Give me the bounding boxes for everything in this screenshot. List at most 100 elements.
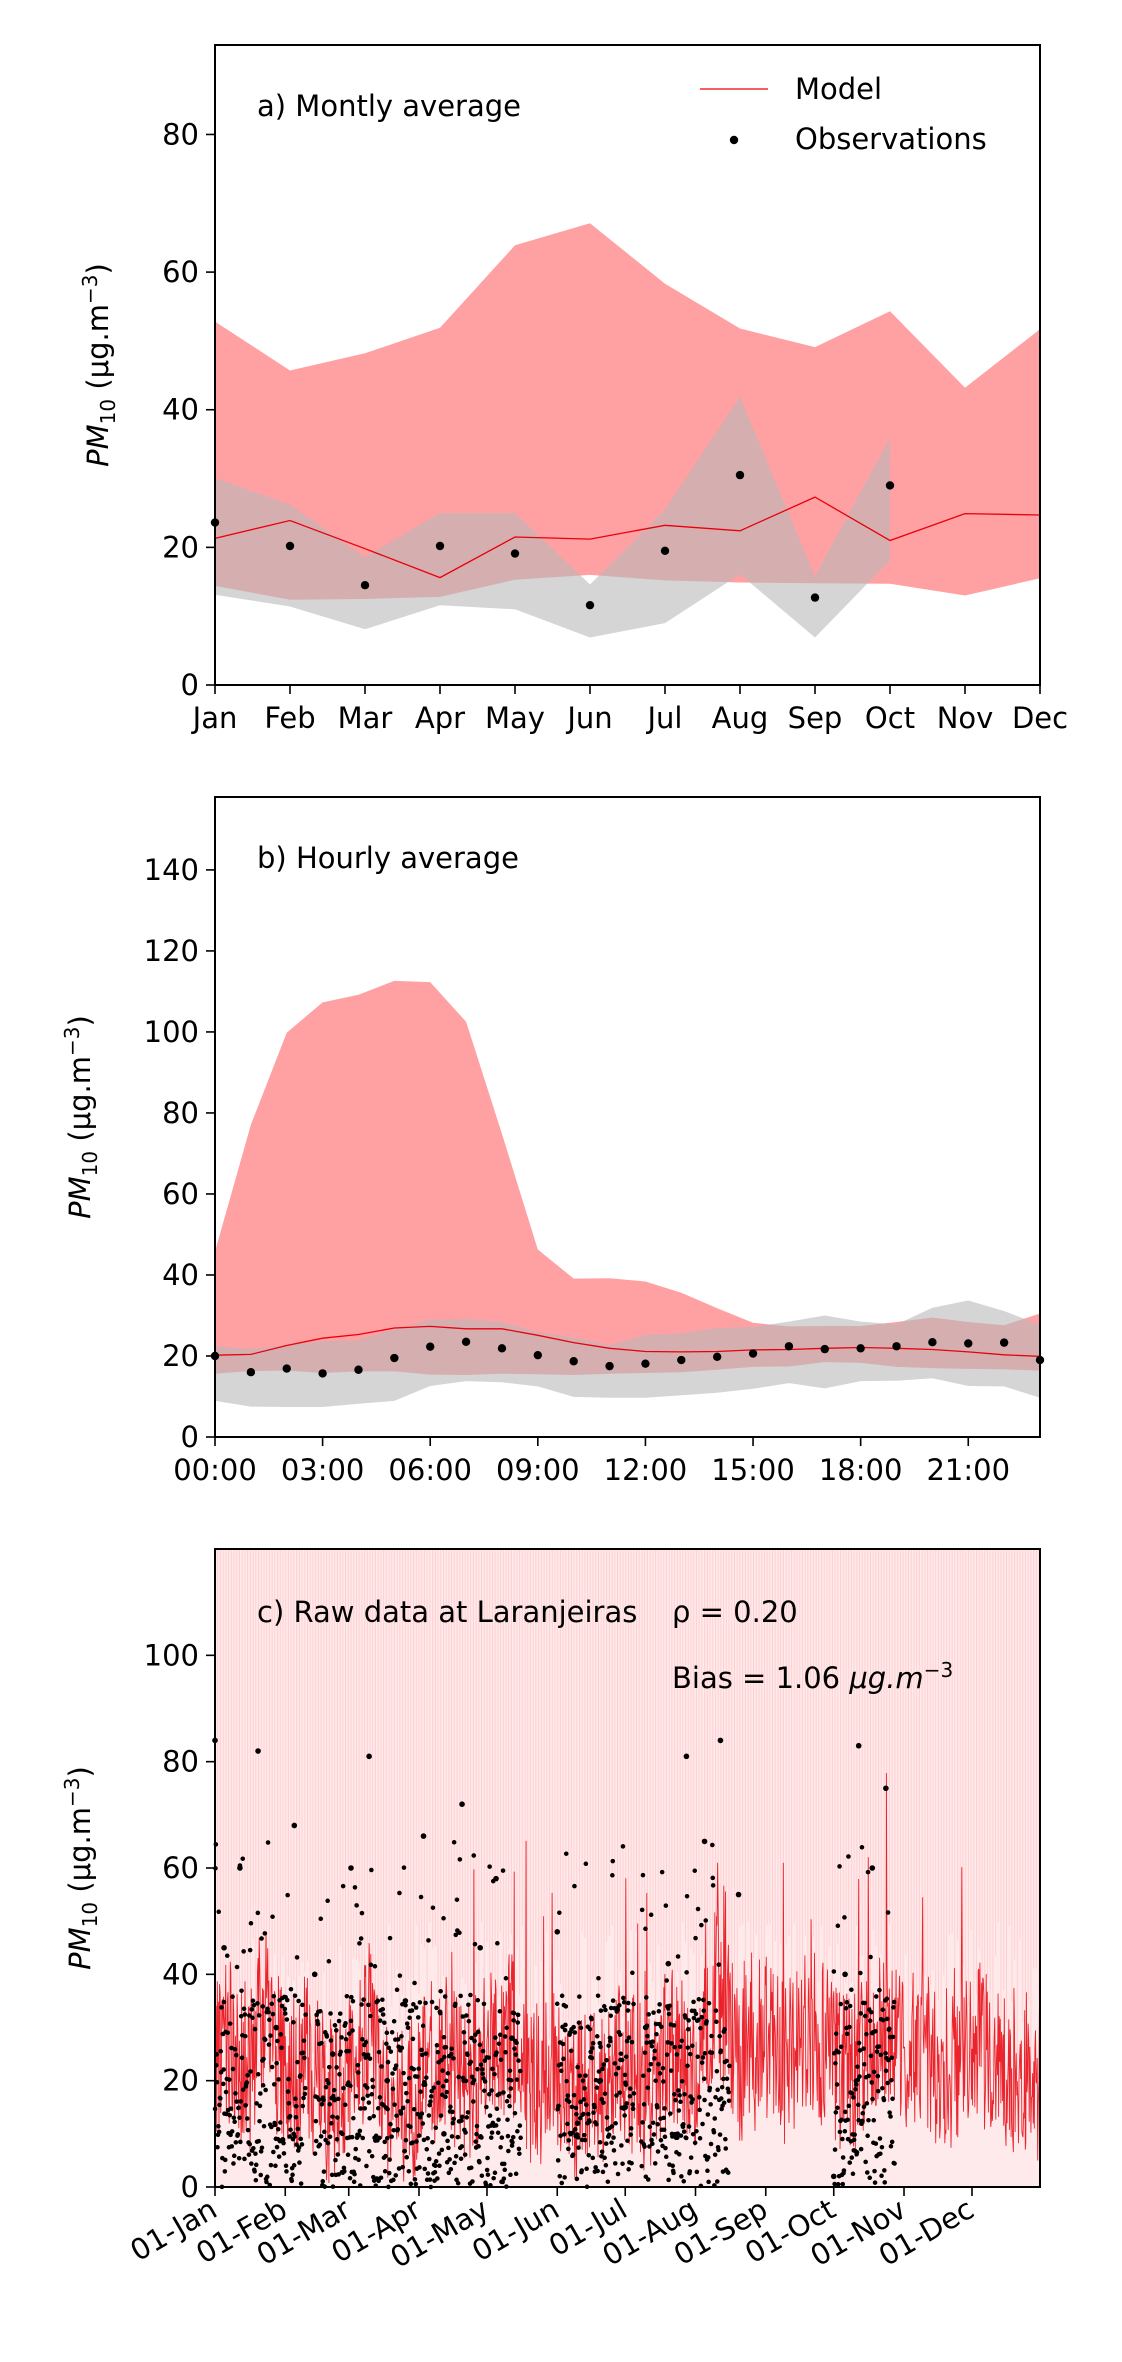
x-tick-label: 06:00	[388, 1453, 472, 1487]
y-axis-label: PM10 (μg.m−3)	[78, 263, 120, 467]
observation-point	[402, 1998, 409, 2004]
x-tick-label: Jun	[565, 701, 612, 735]
y-tick-label: 20	[162, 530, 199, 564]
panel-title: b) Hourly average	[257, 841, 519, 875]
legend-observations-label: Observations	[795, 122, 987, 156]
observation-point	[390, 1353, 399, 1363]
observation-point	[641, 1359, 650, 1368]
y-axis-label: PM10 (μg.m−3)	[60, 1766, 102, 1970]
observation-point	[574, 2120, 581, 2126]
observation-point	[477, 1944, 483, 1951]
observation-point	[928, 1338, 937, 1347]
observation-point	[856, 1344, 865, 1353]
observation-point	[585, 600, 595, 610]
y-tick-label: 40	[162, 1258, 199, 1292]
observation-point	[237, 1865, 243, 1871]
observation-point	[221, 1944, 227, 1951]
observation-point	[885, 481, 895, 490]
observation-point	[810, 593, 820, 602]
y-tick-label: 0	[181, 1420, 199, 1454]
x-tick-label: 18:00	[819, 1453, 903, 1487]
panel-title: c) Raw data at Laranjeiras	[257, 1595, 637, 1629]
observation-point	[748, 1349, 758, 1358]
observation-point	[426, 1342, 435, 1351]
observation-point	[282, 1364, 291, 1373]
x-tick-label: 21:00	[926, 1453, 1010, 1487]
observation-point	[384, 2077, 391, 2084]
y-tick-label: 0	[181, 668, 199, 702]
y-tick-label: 100	[144, 1638, 199, 1672]
observation-point	[735, 1891, 742, 1898]
observation-point	[712, 1352, 722, 1361]
observation-point	[255, 1748, 261, 1754]
observation-point	[820, 1344, 829, 1354]
plot-frame	[214, 44, 1041, 686]
observation-point	[830, 2173, 837, 2180]
correlation-label: ρ = 0.20	[672, 1595, 798, 1629]
x-tick-label: Sep	[788, 701, 843, 735]
observation-point	[360, 581, 370, 590]
observation-point	[683, 1753, 690, 1760]
x-tick-label: May	[485, 701, 545, 735]
observation-point	[842, 1971, 848, 1978]
x-tick-label: Jul	[646, 701, 683, 735]
observation-point	[246, 1367, 256, 1377]
observation-point	[510, 549, 520, 558]
observation-point	[273, 2024, 279, 2031]
x-tick-label: Nov	[937, 701, 994, 735]
y-tick-label: 100	[144, 1015, 199, 1049]
panel-b-hourly-average: 0 20 40 60 80 100 120 140 00:00 03:00 06:00 09:00 12…	[60, 796, 1045, 1487]
x-tick-label: Dec	[1012, 701, 1068, 735]
y-tick-label: 60	[162, 255, 199, 289]
observation-point	[665, 1960, 672, 1967]
observation-point	[435, 541, 445, 551]
observation-point	[461, 1337, 471, 1347]
observation-point	[642, 2024, 649, 2031]
legend-model-label: Model	[795, 72, 882, 106]
observation-point	[291, 1822, 298, 1829]
observation-point	[533, 1350, 543, 1360]
y-tick-label: 140	[144, 853, 199, 887]
observation-point	[311, 1971, 318, 1978]
observation-point	[622, 2104, 629, 2111]
y-tick-label: 40	[162, 393, 199, 427]
model-line	[214, 496, 1041, 579]
y-tick-label: 0	[181, 2170, 199, 2204]
observation-point	[735, 470, 745, 480]
y-tick-label: 80	[162, 1745, 199, 1779]
model-line	[214, 1325, 1041, 1358]
observation-point	[883, 1785, 889, 1792]
x-tick-label: Apr	[415, 701, 465, 735]
x-tick-label: 03:00	[281, 1453, 365, 1487]
observation-point	[348, 1865, 354, 1871]
x-tick-label: Mar	[338, 701, 393, 735]
panel-c-raw-data: 02040608010001-Jan01-Feb01-Mar01-Apr01-M…	[60, 1548, 1041, 2275]
observation-point	[493, 1875, 499, 1882]
y-tick-label: 80	[162, 1096, 199, 1130]
y-tick-label: 80	[162, 117, 199, 151]
legend-observations-swatch	[729, 135, 739, 145]
observation-point	[330, 2051, 336, 2057]
x-tick-label: Feb	[264, 701, 315, 735]
y-tick-label: 120	[144, 934, 199, 968]
y-tick-label: 60	[162, 1177, 199, 1211]
y-tick-label: 40	[162, 1957, 199, 1991]
observation-point	[459, 1801, 465, 1807]
x-tick-label: Jan	[191, 701, 238, 735]
observation-point	[497, 1344, 507, 1353]
observation-point	[677, 1355, 686, 1365]
observation-point	[605, 1361, 614, 1371]
observation-point	[717, 1737, 724, 1744]
observation-point	[892, 1342, 901, 1351]
x-tick-label: 12:00	[604, 1453, 688, 1487]
observation-point	[597, 2077, 604, 2084]
observation-point	[285, 541, 295, 551]
observation-point	[855, 1742, 862, 1749]
observation-range-band	[215, 396, 890, 638]
observation-point	[420, 1833, 427, 1839]
y-axis-label: PM10 (μg.m−3)	[60, 1015, 102, 1219]
y-tick-label: 20	[162, 1339, 199, 1373]
observation-point	[569, 1357, 578, 1366]
panel-title: a) Montly average	[257, 89, 521, 123]
x-tick-label: Oct	[865, 701, 915, 735]
